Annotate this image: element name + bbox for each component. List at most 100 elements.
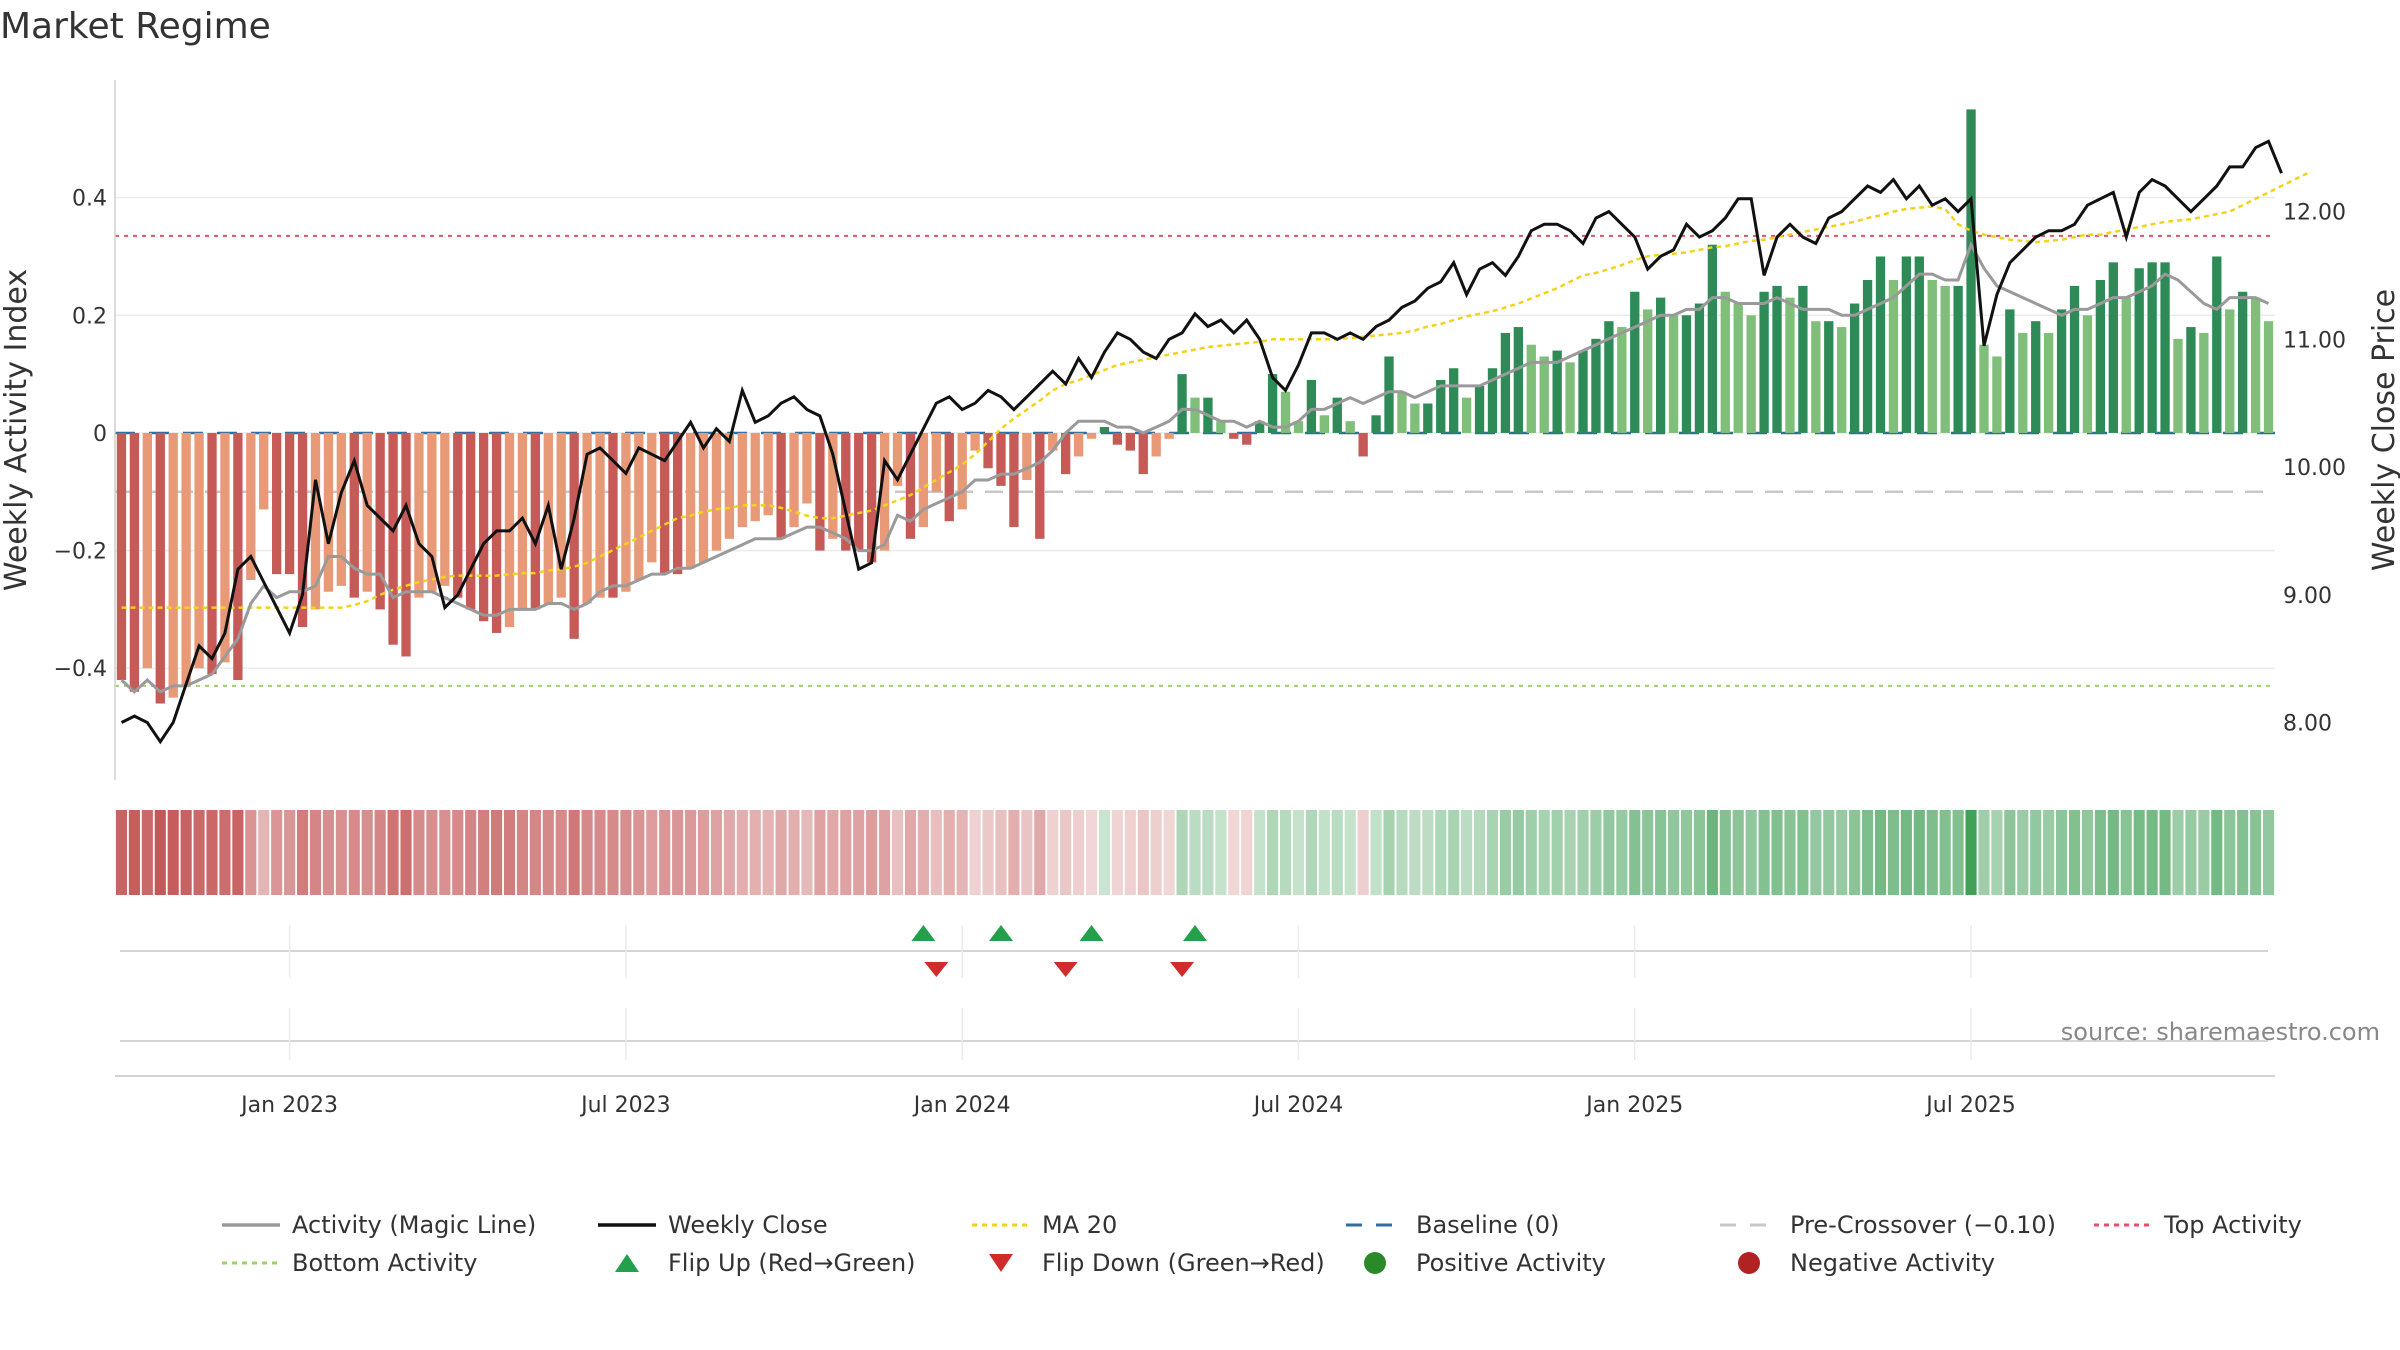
regime-cell bbox=[1629, 810, 1641, 895]
regime-cell bbox=[827, 810, 839, 895]
activity-bar bbox=[2095, 280, 2106, 433]
regime-cell bbox=[1085, 810, 1098, 895]
y-left-tick-label: 0 bbox=[93, 422, 107, 447]
regime-cell bbox=[1965, 810, 1977, 895]
legend-item: Flip Down (Green→Red) bbox=[989, 1249, 1325, 1277]
regime-cell bbox=[335, 810, 347, 895]
activity-bar bbox=[776, 432, 786, 539]
activity-bar bbox=[1992, 356, 2002, 433]
legend-swatch bbox=[615, 1254, 639, 1272]
activity-bar bbox=[2250, 297, 2261, 433]
activity-bar bbox=[1785, 297, 1795, 433]
series-lines bbox=[120, 139, 2308, 745]
activity-bar bbox=[2018, 332, 2028, 433]
activity-bar bbox=[530, 432, 541, 610]
activity-bar bbox=[1319, 415, 1329, 433]
y-right-tick-label: 12.00 bbox=[2283, 201, 2346, 226]
activity-bar bbox=[1824, 321, 1834, 433]
activity-bar bbox=[1953, 285, 1963, 433]
activity-bar bbox=[272, 432, 282, 575]
regime-cell bbox=[1551, 810, 1563, 895]
reference-lines bbox=[115, 234, 2275, 687]
activity-bar bbox=[621, 432, 631, 592]
activity-bar bbox=[1306, 380, 1317, 433]
regime-cell bbox=[2133, 810, 2145, 895]
y-left-tick-label: −0.4 bbox=[54, 657, 107, 682]
activity-bar bbox=[1293, 421, 1304, 433]
regime-cell bbox=[1047, 810, 1059, 895]
regime-cell bbox=[995, 810, 1007, 895]
activity-bar bbox=[1798, 285, 1808, 433]
activity-bar bbox=[1668, 315, 1679, 433]
regime-strip bbox=[115, 810, 2275, 895]
activity-bar bbox=[660, 432, 670, 575]
regime-cell bbox=[1396, 810, 1408, 895]
regime-cell bbox=[607, 810, 619, 895]
activity-bar bbox=[750, 432, 760, 522]
regime-cell bbox=[1383, 810, 1395, 895]
activity-bar bbox=[892, 432, 903, 486]
activity-bar bbox=[259, 432, 269, 510]
regime-cell bbox=[969, 810, 981, 895]
regime-cell bbox=[478, 810, 490, 895]
activity-bar bbox=[1940, 285, 1950, 433]
activity-bar bbox=[1397, 391, 1407, 433]
regime-cell bbox=[1344, 810, 1356, 895]
regime-cell bbox=[568, 810, 580, 895]
regime-cell bbox=[2094, 810, 2106, 895]
regime-cell bbox=[1836, 810, 1848, 895]
regime-cell bbox=[840, 810, 852, 895]
activity-bar bbox=[1267, 374, 1278, 433]
regime-cell bbox=[814, 810, 826, 895]
regime-cell bbox=[374, 810, 386, 895]
regime-cell bbox=[1098, 810, 1111, 895]
regime-cell bbox=[581, 810, 593, 895]
flip-down-marker bbox=[1053, 962, 1078, 977]
regime-cell bbox=[1603, 810, 1615, 895]
regime-cell bbox=[2120, 810, 2132, 895]
regime-cell bbox=[1357, 810, 1369, 895]
regime-cell bbox=[1021, 810, 1033, 895]
regime-cell bbox=[1461, 810, 1473, 895]
regime-cell bbox=[775, 810, 787, 895]
activity-bar bbox=[388, 432, 398, 645]
regime-cell bbox=[219, 810, 231, 895]
legend-label: Flip Down (Green→Red) bbox=[1042, 1249, 1325, 1277]
activity-bar bbox=[1022, 432, 1032, 480]
regime-cell bbox=[1887, 810, 1900, 895]
regime-cell bbox=[1305, 810, 1317, 895]
activity-bar bbox=[1474, 385, 1485, 433]
regime-cell bbox=[1810, 810, 1822, 895]
activity-bar bbox=[1875, 256, 1886, 433]
regime-cell bbox=[284, 810, 296, 895]
activity-bar bbox=[427, 432, 437, 592]
regime-cell bbox=[633, 810, 645, 895]
activity-bar bbox=[1643, 309, 1653, 433]
activity-bar bbox=[1009, 432, 1019, 528]
regime-cell bbox=[465, 810, 477, 895]
activity-bar bbox=[2056, 309, 2067, 433]
activity-bar bbox=[737, 432, 747, 528]
flip-up-marker bbox=[911, 925, 936, 941]
regime-cell bbox=[723, 810, 735, 895]
regime-cell bbox=[413, 810, 425, 895]
regime-cell bbox=[2068, 810, 2081, 895]
regime-cell bbox=[452, 810, 464, 895]
regime-cell bbox=[1202, 810, 1214, 895]
regime-cell bbox=[1771, 810, 1783, 895]
activity-bar bbox=[983, 432, 993, 469]
activity-bar bbox=[2134, 268, 2144, 433]
regime-cell bbox=[866, 810, 878, 895]
regime-cell bbox=[1926, 810, 1938, 895]
regime-cell bbox=[180, 810, 192, 895]
legend-item: Flip Up (Red→Green) bbox=[615, 1249, 916, 1277]
regime-cell bbox=[1655, 810, 1667, 895]
activity-bar bbox=[918, 432, 929, 528]
activity-bar bbox=[1849, 303, 1860, 433]
regime-cell bbox=[154, 810, 166, 895]
activity-bar bbox=[310, 432, 321, 610]
regime-cell bbox=[891, 810, 904, 895]
activity-bar bbox=[595, 432, 605, 598]
activity-bar bbox=[1255, 421, 1265, 433]
y-right-tick-label: 9.00 bbox=[2283, 584, 2332, 609]
